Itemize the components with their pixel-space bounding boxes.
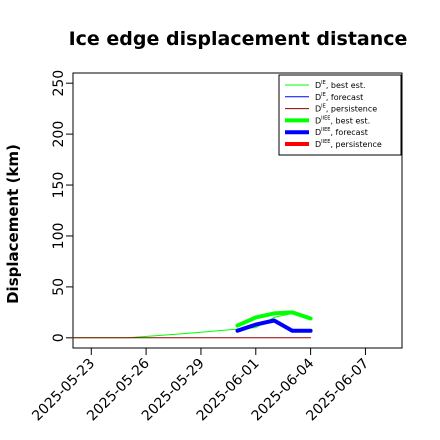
y-axis-label: Displacement (km) (4, 144, 22, 304)
y-tick-label: 200 (51, 121, 67, 148)
y-tick-label: 100 (51, 223, 67, 250)
legend-entry: DIIEE, best est. (315, 115, 370, 125)
series-line-3 (235, 310, 313, 328)
legend-box (278, 74, 402, 156)
series-line-4 (235, 318, 313, 333)
legend-entry: DIE, best est. (315, 80, 366, 90)
x-axis: 2025-05-232025-05-262025-05-292025-06-01… (29, 348, 372, 424)
plot-area (72, 310, 313, 339)
chart-title: Ice edge displacement distance (69, 28, 408, 50)
legend-entry: DIE, forecast (315, 92, 363, 102)
y-tick-label: 250 (51, 70, 67, 97)
legend-entry: DIE, persistence (315, 104, 377, 114)
y-tick-label: 0 (51, 333, 67, 342)
y-tick-label: 150 (51, 172, 67, 199)
plot-frame (72, 72, 403, 349)
legend: DIE, best est. DIE, forecast DIE, persiste… (278, 74, 402, 156)
legend-entry: DIIEE, persistence (315, 139, 382, 149)
y-tick-label: 50 (51, 278, 67, 296)
legend-entry: DIIEE, forecast (315, 127, 368, 137)
y-axis: 0 50 100 150 200 250 (51, 70, 73, 342)
series-line-0 (72, 312, 312, 339)
